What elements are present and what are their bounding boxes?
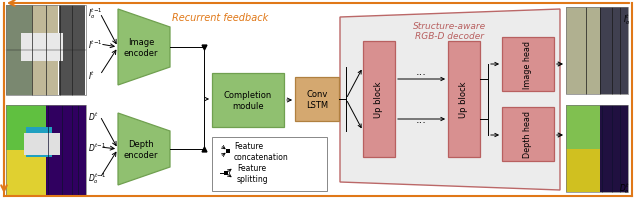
Bar xyxy=(212,74,284,127)
Bar xyxy=(224,171,228,175)
Text: $I^{t\!-\!1}$: $I^{t\!-\!1}$ xyxy=(88,39,103,51)
Polygon shape xyxy=(118,113,170,185)
Text: $I^{t\!-\!1}_{o}$: $I^{t\!-\!1}_{o}$ xyxy=(88,7,103,21)
Text: Depth
encoder: Depth encoder xyxy=(124,140,158,159)
Text: $I^{t}$: $I^{t}$ xyxy=(88,69,95,82)
Text: Feature
splitting: Feature splitting xyxy=(237,163,269,183)
Bar xyxy=(566,8,628,95)
Bar xyxy=(566,8,600,95)
Text: $D^{t\!-\!1}_{o}$: $D^{t\!-\!1}_{o}$ xyxy=(88,171,106,186)
Text: $D^{t\!-\!1}$: $D^{t\!-\!1}$ xyxy=(88,141,106,153)
Text: $D^{t}_{o}$: $D^{t}_{o}$ xyxy=(619,180,630,195)
Bar xyxy=(6,6,86,96)
Text: Up block: Up block xyxy=(374,81,383,118)
Bar xyxy=(6,150,46,195)
Bar xyxy=(600,105,628,192)
Bar xyxy=(566,105,628,192)
Text: ...: ... xyxy=(416,114,427,124)
Text: Structure-aware
RGB-D decoder: Structure-aware RGB-D decoder xyxy=(413,22,486,41)
Text: Completion
module: Completion module xyxy=(224,91,272,110)
Bar xyxy=(448,42,480,157)
Bar xyxy=(566,149,600,192)
Bar xyxy=(295,78,339,121)
Bar xyxy=(21,34,63,62)
Bar xyxy=(502,38,554,92)
Bar xyxy=(26,127,52,157)
Bar xyxy=(502,107,554,161)
Bar xyxy=(212,137,327,191)
Bar xyxy=(24,133,60,155)
Bar xyxy=(59,6,85,96)
Bar xyxy=(226,149,230,153)
Bar xyxy=(6,105,46,150)
Text: Image head: Image head xyxy=(524,41,532,89)
Bar xyxy=(363,42,395,157)
Text: Image
encoder: Image encoder xyxy=(124,38,158,57)
Bar xyxy=(566,105,600,192)
Bar xyxy=(46,105,86,195)
Text: Recurrent feedback: Recurrent feedback xyxy=(172,13,268,23)
Text: $D^{t}$: $D^{t}$ xyxy=(88,110,99,123)
Text: ...: ... xyxy=(416,67,427,77)
Text: Conv
LSTM: Conv LSTM xyxy=(306,90,328,109)
Polygon shape xyxy=(340,10,560,190)
Text: Up block: Up block xyxy=(460,81,468,118)
Bar xyxy=(32,6,58,96)
Bar xyxy=(6,6,32,96)
Text: $I^{t}_{o}$: $I^{t}_{o}$ xyxy=(623,12,630,27)
Bar xyxy=(600,8,628,95)
Text: Feature
concatenation: Feature concatenation xyxy=(234,142,289,161)
Bar xyxy=(6,105,86,195)
Polygon shape xyxy=(118,10,170,86)
Text: Depth head: Depth head xyxy=(524,111,532,158)
